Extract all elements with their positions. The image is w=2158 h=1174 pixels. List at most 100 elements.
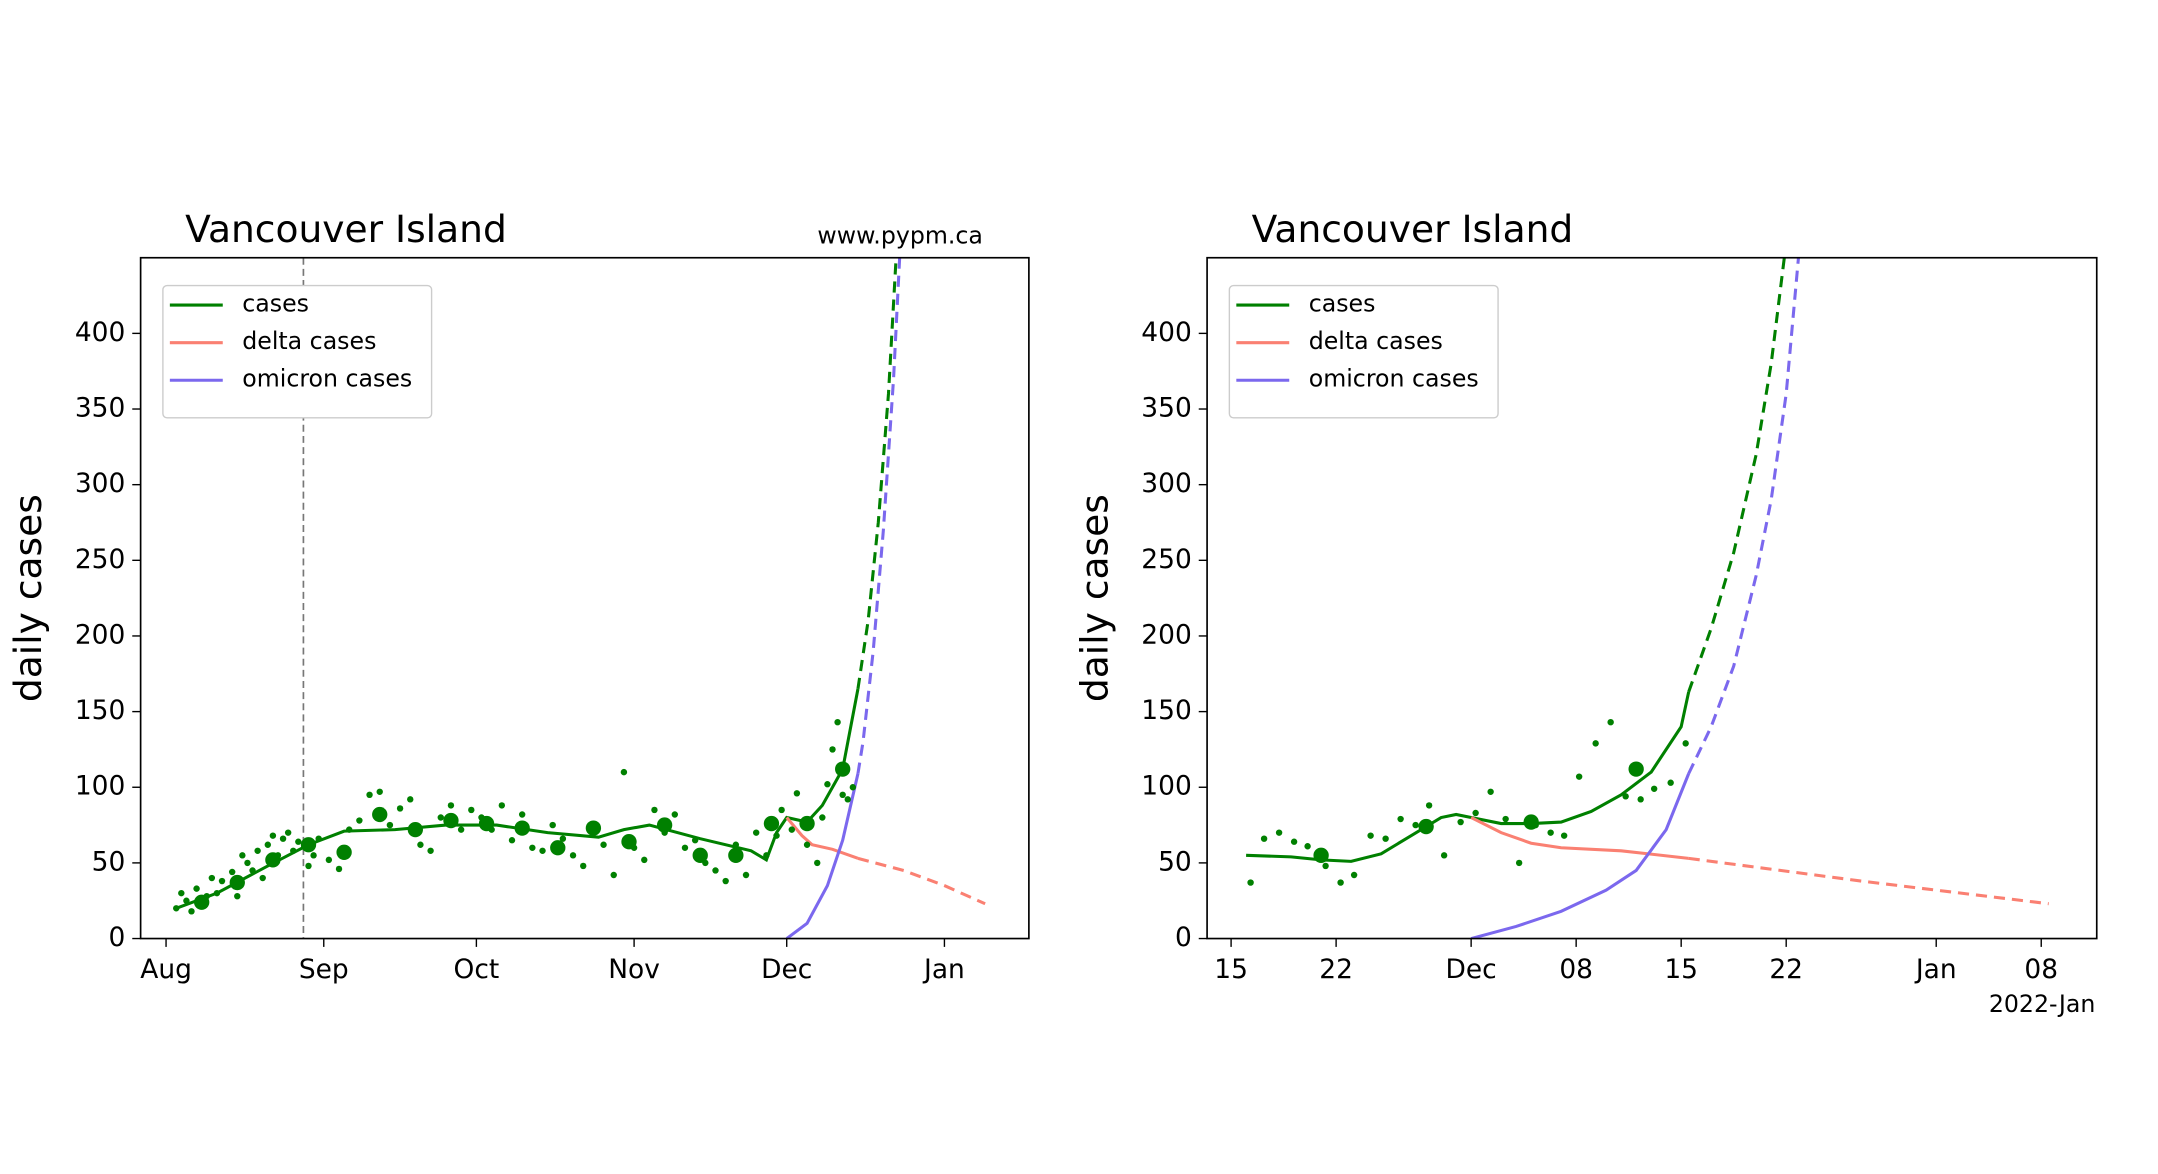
weekly-point [407, 821, 423, 838]
data-point [671, 811, 678, 818]
x-offset-label: 2022-Jan [1989, 990, 2096, 1018]
data-point [345, 826, 353, 833]
data-point [752, 829, 760, 836]
data-point [1337, 879, 1344, 886]
data-point [839, 791, 846, 799]
data-point [518, 811, 526, 818]
data-point [1440, 852, 1448, 859]
data-point [173, 905, 180, 912]
legend-label: cases [242, 290, 309, 318]
y-tick-label: 250 [75, 544, 125, 575]
legend: cases delta cases omicron cases [162, 284, 433, 419]
data-point [819, 814, 826, 821]
data-point [188, 908, 195, 915]
data-point [279, 835, 287, 842]
data-point [1607, 718, 1614, 726]
legend-label: omicron cases [242, 365, 412, 393]
forecast-line [1687, 257, 1801, 775]
weekly-point [478, 815, 495, 832]
y-tick-label: 200 [1141, 619, 1191, 650]
series-line [175, 688, 860, 910]
data-point [1547, 829, 1554, 836]
data-point [178, 889, 185, 897]
data-point [356, 817, 363, 824]
series-line [785, 773, 860, 939]
series-line [1470, 773, 1691, 939]
weekly-point [763, 815, 780, 832]
data-point [620, 768, 628, 776]
weekly-point [799, 815, 815, 832]
weekly-point [692, 847, 708, 863]
data-point [427, 847, 434, 854]
data-point [732, 841, 740, 848]
x-tick-label: 15 [1214, 954, 1248, 985]
data-point [366, 791, 373, 799]
y-tick-label: 350 [75, 393, 125, 424]
data-point [244, 859, 251, 867]
data-point [437, 814, 444, 821]
data-point [1592, 740, 1599, 747]
data-point [1650, 785, 1658, 792]
data-point [712, 867, 719, 874]
weekly-point [194, 894, 210, 910]
y-tick-label: 300 [1141, 468, 1191, 499]
data-point [269, 832, 277, 839]
weekly-point [443, 812, 459, 829]
data-point [1457, 818, 1464, 826]
data-point [290, 847, 297, 854]
data-point [691, 837, 699, 844]
forecast-line [856, 257, 902, 774]
data-point [773, 832, 780, 839]
x-tick-label: Jan [1914, 954, 1957, 985]
data-point [1412, 821, 1419, 829]
series-line [1246, 691, 1691, 863]
y-tick-label: 100 [75, 771, 125, 802]
chart: 0 50 100 150 200 250 300 350 400 15 22 Dec 08 15 22 Jan… [1073, 207, 2098, 1018]
x-tick-label: 22 [1769, 954, 1803, 985]
series-line [785, 816, 859, 860]
forecast-line [856, 257, 898, 690]
y-tick-label: 50 [92, 846, 126, 877]
chart-title: Vancouver Island [1252, 207, 1574, 251]
data-point [1247, 879, 1254, 886]
data-point [1304, 843, 1311, 850]
legend: cases delta cases omicron cases [1228, 284, 1499, 419]
weekly-point [265, 852, 281, 868]
weekly-point [336, 844, 352, 860]
data-point [824, 781, 831, 788]
x-tick-label: Dec [1446, 954, 1497, 985]
data-point [208, 874, 216, 882]
data-point [213, 889, 221, 897]
y-tick-label: 150 [75, 695, 125, 726]
data-point [569, 852, 577, 859]
y-tick-label: 0 [1175, 922, 1192, 953]
data-point [376, 788, 383, 795]
data-point [310, 852, 317, 859]
y-tick-label: 300 [75, 468, 125, 499]
data-point [1425, 802, 1433, 809]
legend-label: delta cases [242, 327, 376, 355]
data-point [1382, 835, 1389, 842]
weekly-point [1313, 847, 1329, 863]
x-tick-label: Sep [299, 954, 349, 985]
data-point [1575, 773, 1583, 780]
data-point [239, 852, 246, 859]
forecast-line [1688, 856, 2049, 906]
y-tick-label: 50 [1158, 846, 1192, 877]
data-point [417, 841, 424, 848]
weekly-point [372, 806, 388, 823]
axes-frame [139, 256, 1030, 940]
data-point [641, 856, 648, 864]
data-point [788, 826, 796, 833]
data-point [1682, 740, 1689, 747]
y-tick-label: 200 [75, 619, 125, 650]
data-point [549, 821, 556, 829]
data-point [315, 835, 322, 842]
data-point [742, 871, 750, 879]
data-point [1637, 796, 1644, 803]
data-point [295, 838, 302, 845]
chart: 0 50 100 150 200 250 300 350 400 Aug Sep Oct Nov Dec J… [6, 207, 1030, 985]
data-point [254, 847, 261, 854]
data-point [259, 874, 266, 882]
x-tick-label: 08 [2024, 954, 2058, 985]
